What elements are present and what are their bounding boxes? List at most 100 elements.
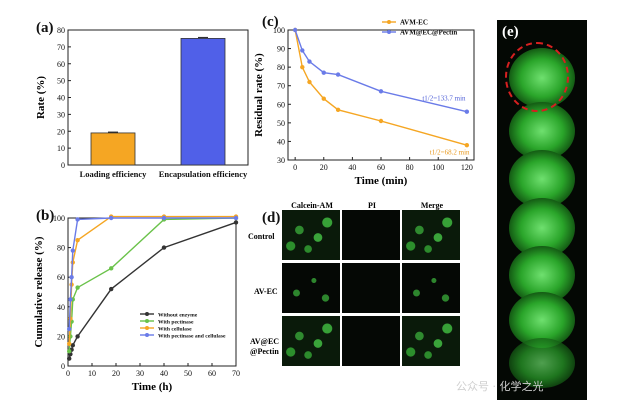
- x-tick-label: 10: [88, 369, 96, 378]
- x-tick-label: 50: [184, 369, 192, 378]
- y-tick-label: 80: [57, 244, 65, 253]
- micrograph-control-pi: [342, 210, 400, 260]
- data-point: [161, 245, 167, 250]
- panel-label-a: (a): [36, 20, 54, 36]
- legend-label: Without enzyme: [158, 313, 198, 319]
- x-tick-label: 0: [293, 163, 297, 172]
- data-point: [307, 79, 312, 85]
- data-point: [464, 142, 470, 148]
- y-tick-label: 40: [57, 303, 65, 312]
- data-point: [67, 349, 72, 354]
- panel-label-b: (b): [36, 208, 55, 224]
- legend-label: With pectinase and cellulase: [158, 334, 226, 340]
- y-tick-label: 20: [57, 127, 65, 136]
- y-tick-label: 60: [57, 273, 65, 282]
- y-tick-label: 50: [277, 119, 285, 128]
- data-point: [307, 59, 312, 64]
- data-point: [70, 343, 76, 348]
- data-point: [321, 70, 326, 75]
- x-tick-label: 40: [160, 369, 168, 378]
- x-tick-label: 70: [232, 369, 240, 378]
- series-line: [68, 217, 236, 330]
- x-tick-label: 30: [136, 369, 144, 378]
- data-point: [300, 48, 305, 53]
- legend-marker: [145, 319, 149, 323]
- data-point: [161, 215, 167, 221]
- legend-marker: [145, 333, 149, 337]
- x-tick-label: 20: [112, 369, 120, 378]
- highlight-circle: [505, 42, 569, 112]
- micrograph-pectin-calcein: [282, 316, 340, 366]
- legend-marker: [145, 326, 149, 330]
- y-tick-label: 0: [61, 161, 65, 170]
- y-tick-label: 50: [57, 77, 65, 86]
- y-tick-label: 70: [277, 82, 285, 91]
- y-tick-label: 80: [57, 26, 65, 35]
- x-tick-label: 80: [406, 163, 414, 172]
- legend-label: AVM-EC: [400, 19, 428, 27]
- y-tick-label: 70: [57, 43, 65, 52]
- data-point: [233, 220, 239, 225]
- y-tick-label: 30: [57, 110, 65, 119]
- series-line: [68, 215, 236, 344]
- micrograph-control-merge: [402, 210, 460, 260]
- micrograph-avec-pi: [342, 263, 400, 313]
- x-axis-label: Time (min): [355, 175, 408, 187]
- data-point: [233, 215, 239, 221]
- y-tick-label: 90: [277, 45, 285, 54]
- y-tick-label: 80: [277, 63, 285, 72]
- y-axis-label: Rate (%): [35, 76, 47, 119]
- data-point: [109, 286, 114, 292]
- series-line: [294, 29, 468, 146]
- data-point: [67, 341, 72, 346]
- series-line: [68, 217, 237, 352]
- x-tick-label: 20: [320, 163, 328, 172]
- legend-marker: [145, 312, 149, 316]
- bar: [90, 132, 136, 166]
- y-tick-label: 100: [53, 214, 65, 223]
- micrograph-avec-calcein: [282, 263, 340, 313]
- data-point: [321, 96, 326, 101]
- x-axis-label: Time (h): [132, 381, 173, 393]
- y-tick-label: 60: [277, 100, 285, 109]
- data-point: [335, 72, 341, 77]
- col-header-calcein: Calcein-AM: [291, 201, 333, 210]
- data-point: [335, 107, 341, 113]
- panel-label-d: (d): [262, 210, 281, 226]
- y-tick-label: 30: [277, 156, 285, 165]
- y-tick-label: 10: [57, 144, 65, 153]
- plot-frame: [67, 217, 237, 367]
- data-point: [75, 238, 80, 243]
- data-point: [67, 326, 72, 332]
- data-point: [69, 275, 74, 280]
- data-point: [378, 118, 384, 124]
- x-tick-label: 100: [432, 163, 444, 172]
- category-label: Encapsulation efficiency: [159, 169, 248, 179]
- x-tick-label: 40: [348, 163, 356, 172]
- legend-label: With pectinase: [158, 320, 194, 326]
- y-tick-label: 40: [277, 137, 285, 146]
- data-point: [70, 248, 76, 253]
- data-point: [292, 27, 298, 33]
- data-point: [109, 266, 114, 271]
- row-label-control: Control: [248, 232, 275, 241]
- x-tick-label: 120: [461, 163, 473, 172]
- chart-a: 0 10 20 30 40 50 60 70 80 Loading efficiency Encap…: [35, 26, 249, 179]
- micrograph-pectin-merge: [402, 316, 460, 366]
- micrograph-pectin-pi: [342, 316, 400, 366]
- legend-marker: [387, 30, 391, 34]
- panel-label-e: (e): [502, 24, 519, 40]
- data-point: [300, 64, 305, 70]
- data-point: [68, 297, 73, 302]
- micrograph-control-calcein: [282, 210, 340, 260]
- annotation: t1/2=68.2 min: [430, 148, 470, 156]
- y-tick-label: 60: [57, 60, 65, 69]
- larva-segment: [509, 338, 575, 388]
- legend-marker: [387, 20, 391, 24]
- legend-label: AVM@EC@Pectin: [400, 29, 457, 37]
- y-tick-label: 0: [61, 362, 65, 371]
- x-tick-label: 60: [377, 163, 385, 172]
- data-point: [75, 285, 80, 290]
- data-point: [67, 356, 72, 361]
